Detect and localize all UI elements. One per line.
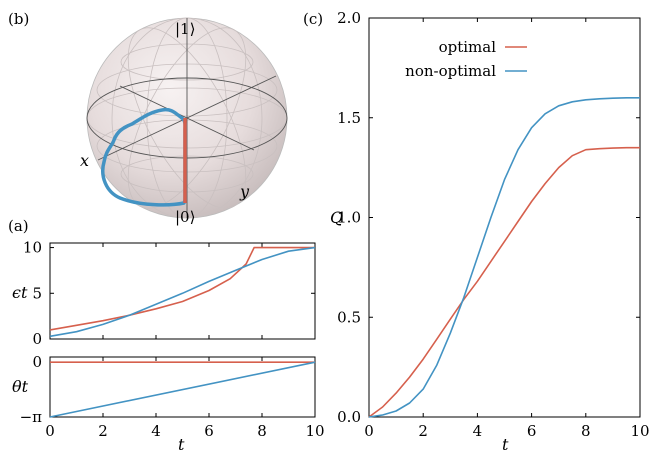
x-tick-label: 4	[151, 422, 161, 440]
x-tick-label: 6	[204, 422, 214, 440]
series-line-optimal	[368, 146, 640, 418]
y-tick-label: 0.0	[337, 408, 361, 426]
bloch-x-label: x	[80, 151, 89, 170]
y-tick-label: 10	[23, 239, 42, 257]
series-line-non-optimal	[368, 97, 640, 418]
ylabel-a-top: ϵt	[12, 283, 28, 302]
y-tick-label: 5	[32, 284, 42, 302]
series-a-bottom	[49, 361, 316, 418]
y-tick-label: −π	[20, 408, 43, 426]
y-tick-label: 0	[32, 353, 42, 371]
series-a-top	[49, 246, 316, 338]
bloch-axes	[86, 18, 288, 218]
bloch-trajectory-nonoptimal	[101, 107, 187, 207]
series-line-1	[49, 361, 316, 418]
bloch-bottom-label: |0⟩	[175, 208, 195, 226]
bloch-top-label: |1⟩	[175, 20, 195, 38]
axes-frame-a-top	[49, 242, 316, 340]
panel-label-c: (c)	[303, 10, 323, 28]
ticks-a-bottom: 0 2 4 6 8 100−π	[20, 353, 325, 440]
x-tick-label: 10	[630, 422, 649, 440]
ylabel-a-bottom: θt	[12, 377, 29, 396]
x-tick-label: 10	[305, 422, 324, 440]
x-tick-label: 4	[473, 422, 483, 440]
legend-label-non-optimal: non-optimal	[405, 62, 496, 80]
panel-a-bottom: θt t 0 2 4 6 8 100−π	[12, 353, 325, 454]
x-tick-label: 0	[364, 422, 374, 440]
xlabel-c: t	[502, 435, 509, 454]
series-line-0	[49, 246, 315, 331]
y-tick-label: 1.5	[337, 109, 361, 127]
series-c	[368, 97, 640, 418]
ticks-a-top: 0 5 10	[23, 239, 316, 348]
x-tick-label: 0	[45, 422, 55, 440]
panel-a-top: ϵt 0 5 10	[12, 239, 316, 348]
ticks-c: 0 2 4 6 8 10 0.0 0.5 1.0 1.5 2.0	[337, 9, 649, 440]
y-tick-label: 2.0	[337, 9, 361, 27]
ylabel-c: Q	[330, 208, 343, 227]
y-tick-label: 0.5	[337, 308, 361, 326]
bloch-y-label: y	[239, 182, 250, 201]
panel-label-a: (a)	[8, 217, 29, 235]
x-tick-label: 6	[527, 422, 537, 440]
panel-c: Q t 0 2 4 6 8 10 0.0 0.5 1.0 1.5 2.0 optimal non-o…	[330, 9, 650, 454]
axes-frame-a-bottom	[49, 356, 316, 418]
xlabel-a-bottom: t	[178, 435, 185, 454]
series-line-1	[49, 246, 316, 338]
bloch-sphere: |1⟩ |0⟩ x y	[80, 17, 288, 226]
x-tick-label: 8	[581, 422, 591, 440]
legend: optimal non-optimal	[405, 38, 527, 80]
y-tick-label: 1.0	[337, 209, 361, 227]
x-tick-label: 2	[98, 422, 108, 440]
panel-label-b: (b)	[8, 10, 29, 28]
x-tick-label: 8	[257, 422, 267, 440]
legend-label-optimal: optimal	[439, 38, 497, 56]
x-tick-label: 2	[418, 422, 428, 440]
y-tick-label: 0	[32, 330, 42, 348]
